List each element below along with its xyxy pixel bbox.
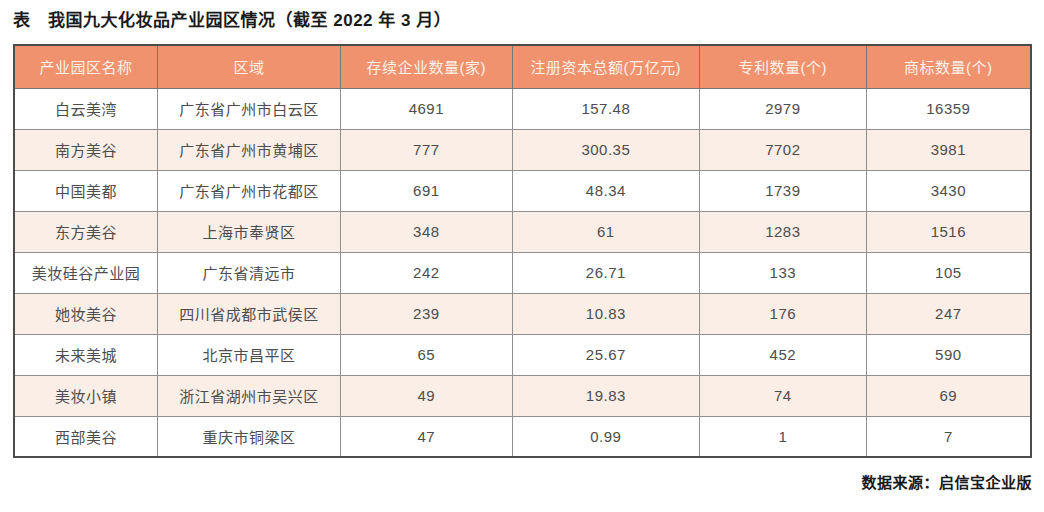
table-cell: 133 bbox=[699, 252, 866, 293]
table-cell: 广东省广州市花都区 bbox=[157, 170, 340, 211]
table-cell: 16359 bbox=[866, 88, 1031, 129]
header-cell-patent-count: 专利数量(个) bbox=[699, 45, 866, 88]
table-cell: 3430 bbox=[866, 170, 1031, 211]
table-row: 中国美都广东省广州市花都区69148.3417393430 bbox=[14, 170, 1031, 211]
table-cell: 176 bbox=[699, 293, 866, 334]
table-cell: 1739 bbox=[699, 170, 866, 211]
table-cell: 美妆小镇 bbox=[14, 375, 157, 416]
page-title: 表 我国九大化妆品产业园区情况（截至 2022 年 3 月） bbox=[13, 10, 1032, 32]
table-cell: 浙江省湖州市吴兴区 bbox=[157, 375, 340, 416]
table-cell: 590 bbox=[866, 334, 1031, 375]
table-row: 美妆小镇浙江省湖州市吴兴区4919.837469 bbox=[14, 375, 1031, 416]
table-cell: 105 bbox=[866, 252, 1031, 293]
table-cell: 19.83 bbox=[512, 375, 699, 416]
table-cell: 7702 bbox=[699, 129, 866, 170]
table-cell: 广东省清远市 bbox=[157, 252, 340, 293]
table-row: 西部美谷重庆市铜梁区470.9917 bbox=[14, 416, 1031, 457]
header-cell-trademark-count: 商标数量(个) bbox=[866, 45, 1031, 88]
table-cell: 白云美湾 bbox=[14, 88, 157, 129]
table-row: 东方美谷上海市奉贤区3486112831516 bbox=[14, 211, 1031, 252]
table-cell: 重庆市铜梁区 bbox=[157, 416, 340, 457]
table-row: 未来美城北京市昌平区6525.67452590 bbox=[14, 334, 1031, 375]
table-row: 她妆美谷四川省成都市武侯区23910.83176247 bbox=[14, 293, 1031, 334]
table-body: 白云美湾广东省广州市白云区4691157.48297916359南方美谷广东省广… bbox=[14, 88, 1031, 457]
table-cell: 0.99 bbox=[512, 416, 699, 457]
table-cell: 25.67 bbox=[512, 334, 699, 375]
table-cell: 东方美谷 bbox=[14, 211, 157, 252]
table-cell: 74 bbox=[699, 375, 866, 416]
table-cell: 1516 bbox=[866, 211, 1031, 252]
table-cell: 中国美都 bbox=[14, 170, 157, 211]
header-cell-active-companies: 存续企业数量(家) bbox=[340, 45, 512, 88]
table-cell: 美妆硅谷产业园 bbox=[14, 252, 157, 293]
table-cell: 49 bbox=[340, 375, 512, 416]
table-cell: 157.48 bbox=[512, 88, 699, 129]
header-cell-registered-capital: 注册资本总额(万亿元) bbox=[512, 45, 699, 88]
table-row: 美妆硅谷产业园广东省清远市24226.71133105 bbox=[14, 252, 1031, 293]
table-cell: 3981 bbox=[866, 129, 1031, 170]
table-cell: 四川省成都市武侯区 bbox=[157, 293, 340, 334]
table-header-row: 产业园区名称 区域 存续企业数量(家) 注册资本总额(万亿元) 专利数量(个) … bbox=[14, 45, 1031, 88]
table-cell: 4691 bbox=[340, 88, 512, 129]
header-cell-region: 区域 bbox=[157, 45, 340, 88]
table-cell: 26.71 bbox=[512, 252, 699, 293]
table-cell: 10.83 bbox=[512, 293, 699, 334]
table-row: 南方美谷广东省广州市黄埔区777300.3577023981 bbox=[14, 129, 1031, 170]
header-cell-park-name: 产业园区名称 bbox=[14, 45, 157, 88]
report-page: 表 我国九大化妆品产业园区情况（截至 2022 年 3 月） 产业园区名称 区域… bbox=[0, 0, 1044, 492]
table-cell: 上海市奉贤区 bbox=[157, 211, 340, 252]
table-cell: 西部美谷 bbox=[14, 416, 157, 457]
table-cell: 广东省广州市黄埔区 bbox=[157, 129, 340, 170]
industry-park-table: 产业园区名称 区域 存续企业数量(家) 注册资本总额(万亿元) 专利数量(个) … bbox=[13, 44, 1032, 458]
table-row: 白云美湾广东省广州市白云区4691157.48297916359 bbox=[14, 88, 1031, 129]
table-cell: 452 bbox=[699, 334, 866, 375]
data-source-note: 数据来源：启信宝企业版 bbox=[13, 471, 1032, 492]
table-cell: 69 bbox=[866, 375, 1031, 416]
table-cell: 1 bbox=[699, 416, 866, 457]
table-cell: 247 bbox=[866, 293, 1031, 334]
table-cell: 48.34 bbox=[512, 170, 699, 211]
table-cell: 691 bbox=[340, 170, 512, 211]
table-cell: 300.35 bbox=[512, 129, 699, 170]
table-cell: 7 bbox=[866, 416, 1031, 457]
table-cell: 348 bbox=[340, 211, 512, 252]
table-cell: 242 bbox=[340, 252, 512, 293]
table-cell: 47 bbox=[340, 416, 512, 457]
table-cell: 北京市昌平区 bbox=[157, 334, 340, 375]
table-cell: 239 bbox=[340, 293, 512, 334]
table-cell: 广东省广州市白云区 bbox=[157, 88, 340, 129]
table-cell: 南方美谷 bbox=[14, 129, 157, 170]
table-cell: 2979 bbox=[699, 88, 866, 129]
table-cell: 65 bbox=[340, 334, 512, 375]
table-cell: 61 bbox=[512, 211, 699, 252]
table-cell: 未来美城 bbox=[14, 334, 157, 375]
table-cell: 777 bbox=[340, 129, 512, 170]
table-cell: 她妆美谷 bbox=[14, 293, 157, 334]
table-cell: 1283 bbox=[699, 211, 866, 252]
